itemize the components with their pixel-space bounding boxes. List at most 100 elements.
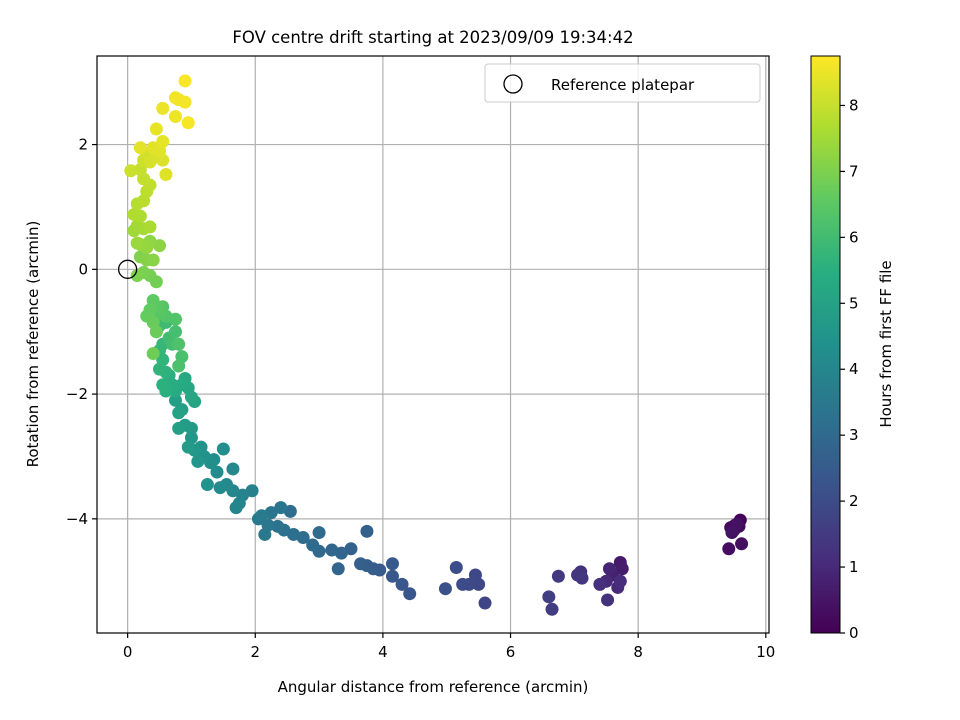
data-point	[172, 406, 186, 420]
legend-marker-icon	[503, 74, 523, 94]
colorbar-tick-label: 5	[849, 294, 859, 312]
data-point	[360, 524, 374, 538]
colorbar-tick-label: 6	[849, 228, 859, 246]
y-tick-label: −2	[66, 385, 88, 403]
data-point	[168, 325, 182, 339]
data-point	[178, 95, 192, 109]
x-tick-label: 0	[123, 643, 133, 661]
data-point	[735, 537, 749, 551]
data-point	[615, 562, 629, 576]
y-tick-label: −4	[66, 510, 88, 528]
data-point	[551, 569, 565, 583]
data-point	[156, 101, 170, 115]
data-point	[593, 577, 607, 591]
scatter-points	[124, 74, 749, 616]
data-point	[172, 337, 186, 351]
data-point	[159, 168, 173, 182]
x-tick-label: 6	[506, 643, 516, 661]
colorbar-tick-label: 4	[849, 360, 859, 378]
colorbar-frame	[810, 55, 841, 634]
data-point	[168, 110, 182, 124]
plot-frame	[96, 55, 770, 634]
x-ticks: 0 2 4 6 8 10	[123, 633, 775, 661]
data-point	[456, 577, 470, 591]
y-ticks: −4 −2 0 2	[66, 136, 97, 528]
y-tick-label: 2	[78, 136, 88, 154]
data-point	[226, 462, 240, 476]
colorbar-tick-label: 8	[849, 96, 859, 114]
data-point	[478, 596, 492, 610]
data-point	[602, 562, 616, 576]
colorbar-tick-label: 0	[849, 624, 859, 642]
data-point	[146, 141, 160, 155]
x-tick-label: 4	[378, 643, 388, 661]
data-point	[168, 393, 182, 407]
data-point	[438, 582, 452, 596]
data-point	[181, 440, 195, 454]
y-axis-label: Rotation from reference (arcmin)	[24, 221, 42, 468]
data-point	[216, 442, 230, 456]
data-point	[354, 557, 368, 571]
data-point	[725, 526, 739, 540]
data-point	[325, 543, 339, 557]
data-point	[449, 561, 463, 575]
x-tick-label: 8	[633, 643, 643, 661]
data-point	[143, 220, 157, 234]
data-point	[542, 590, 556, 604]
legend: Reference platepar	[484, 63, 761, 103]
x-tick-label: 2	[250, 643, 260, 661]
data-point	[229, 501, 243, 515]
data-point	[613, 574, 627, 588]
legend-label: Reference platepar	[551, 76, 695, 94]
data-point	[130, 269, 144, 283]
x-axis-label: Angular distance from reference (arcmin)	[278, 678, 589, 696]
data-point	[255, 509, 269, 523]
data-point	[178, 74, 192, 88]
data-point	[127, 207, 141, 221]
grid-lines	[97, 56, 769, 633]
data-point	[124, 164, 138, 178]
chart-title: FOV centre drift starting at 2023/09/09 …	[232, 28, 633, 47]
data-point	[146, 347, 160, 361]
data-point	[156, 378, 170, 392]
colorbar-ticks: 0 1 2 3 4 5 6 7 8	[840, 96, 859, 642]
data-point	[181, 116, 195, 130]
data-point	[172, 421, 186, 435]
data-point	[210, 465, 224, 479]
data-point	[312, 526, 326, 540]
legend-box	[484, 63, 761, 103]
colorbar-gradient	[811, 56, 840, 633]
data-point	[601, 593, 615, 607]
colorbar-tick-label: 7	[849, 162, 859, 180]
data-point	[191, 454, 205, 468]
colorbar-label: Hours from first FF file	[877, 260, 895, 427]
y-tick-label: 0	[78, 260, 88, 278]
data-point	[274, 501, 288, 515]
data-point	[331, 562, 345, 576]
data-point	[133, 141, 147, 155]
data-point	[156, 134, 170, 148]
colorbar: 0 1 2 3 4 5 6 7 8 Hours from first FF file	[810, 55, 895, 642]
data-point	[395, 577, 409, 591]
data-point	[146, 253, 160, 267]
data-point	[306, 538, 320, 552]
data-point	[172, 359, 186, 373]
colorbar-tick-label: 1	[849, 558, 859, 576]
data-point	[271, 519, 285, 533]
x-tick-label: 10	[756, 643, 775, 661]
data-point	[468, 568, 482, 582]
data-point	[403, 587, 417, 601]
data-point	[385, 569, 399, 583]
colorbar-tick-label: 3	[849, 426, 859, 444]
data-point	[722, 542, 736, 556]
data-point	[258, 527, 272, 541]
colorbar-tick-label: 2	[849, 492, 859, 510]
data-point	[149, 325, 163, 339]
data-point	[545, 602, 559, 616]
reference-platepar-marker	[117, 259, 138, 279]
data-point	[575, 571, 589, 585]
data-point	[385, 557, 399, 571]
data-point	[130, 236, 144, 250]
data-point	[149, 122, 163, 136]
